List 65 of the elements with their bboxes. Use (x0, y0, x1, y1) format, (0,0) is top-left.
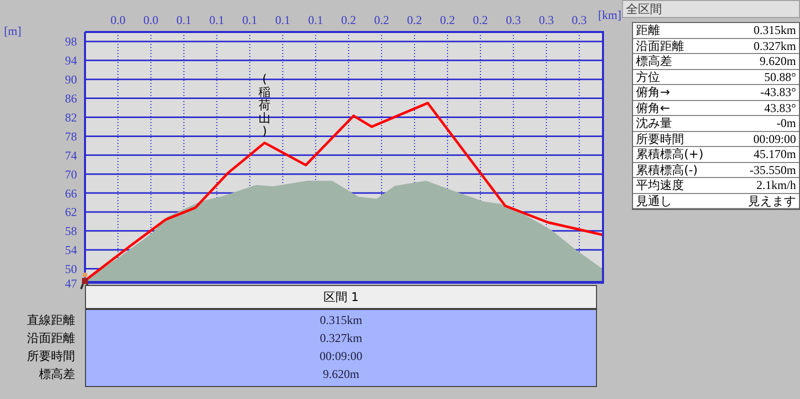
text: 俯角→ (636, 85, 670, 100)
y-tick-label: 66 (65, 186, 77, 200)
y-tick-label: 94 (65, 54, 77, 68)
x-tick-label: 0.1 (209, 13, 224, 27)
text: 平均速度 (636, 178, 684, 192)
text: 沈み量 (636, 116, 672, 130)
text: 距離 (636, 23, 660, 38)
y-tick-label: 86 (65, 92, 77, 106)
x-tick-label: 0.1 (176, 13, 192, 27)
text: 50.88° (764, 70, 796, 84)
y-tick-label: 58 (65, 224, 77, 238)
text: -35.550m (750, 162, 796, 177)
text: 標高差 (636, 54, 672, 68)
x-tick-label: 0.2 (374, 13, 390, 27)
text: 全区間 (622, 0, 800, 18)
text: 45.170m (754, 147, 796, 162)
text: 9.620m (760, 54, 796, 68)
text: 00:09:00 (318, 348, 364, 365)
x-tick-label: 0.0 (143, 13, 158, 27)
y-tick-label: 47 (65, 276, 77, 290)
y-tick-label: 74 (65, 148, 77, 162)
y-tick-label: 54 (65, 243, 77, 258)
text: -0m (776, 116, 796, 130)
x-tick-label: 0.1 (242, 13, 258, 27)
text: 直線距離 (27, 312, 75, 329)
text: 0.315km (754, 23, 796, 38)
x-tick-label: 0.1 (275, 13, 290, 27)
x-axis-title: [km] (598, 8, 622, 23)
text: 沿面距離 (636, 38, 684, 53)
x-tick-label: 0.3 (506, 13, 521, 27)
text: 0.327km (318, 330, 364, 347)
x-tick-label: 0.2 (472, 13, 488, 27)
text: 方位 (636, 70, 660, 84)
text: 2.1km/h (756, 178, 796, 192)
text: 区間 1 (85, 285, 597, 309)
text: 9.620m (322, 366, 360, 383)
y-tick-label: 90 (65, 72, 77, 87)
x-tick-label: 0.2 (341, 13, 356, 27)
y-tick-label: 62 (65, 205, 77, 220)
text: 累積標高(+) (636, 147, 704, 162)
text: 俯角← (636, 100, 670, 115)
text: 沿面距離 (27, 330, 75, 347)
y-tick-label: 82 (65, 110, 77, 125)
x-tick-label: 0.2 (407, 13, 422, 27)
y-tick-label: 98 (65, 34, 77, 49)
y-tick-label: 70 (65, 167, 77, 182)
x-tick-label: 0.0 (110, 13, 126, 27)
x-tick-label: 0.3 (572, 13, 587, 27)
x-tick-label: 0.1 (308, 13, 324, 27)
text: 標高差 (39, 366, 75, 383)
text: 見通し (636, 194, 672, 208)
text: 所要時間 (27, 348, 75, 365)
text: 00:09:00 (753, 132, 796, 146)
y-axis-title: [m] (4, 24, 22, 39)
text: 0.315km (318, 312, 364, 329)
x-tick-label: 0.3 (538, 13, 554, 27)
text: 見えます (748, 194, 796, 208)
text: 所要時間 (636, 132, 684, 146)
y-tick-label: 78 (65, 129, 77, 144)
y-tick-label: 50 (65, 262, 77, 276)
text: 累積標高(-) (636, 162, 698, 177)
text: 43.83° (764, 100, 796, 115)
x-tick-label: 0.2 (440, 13, 455, 27)
text: 0.327km (754, 38, 796, 53)
text: -43.83° (760, 85, 796, 100)
